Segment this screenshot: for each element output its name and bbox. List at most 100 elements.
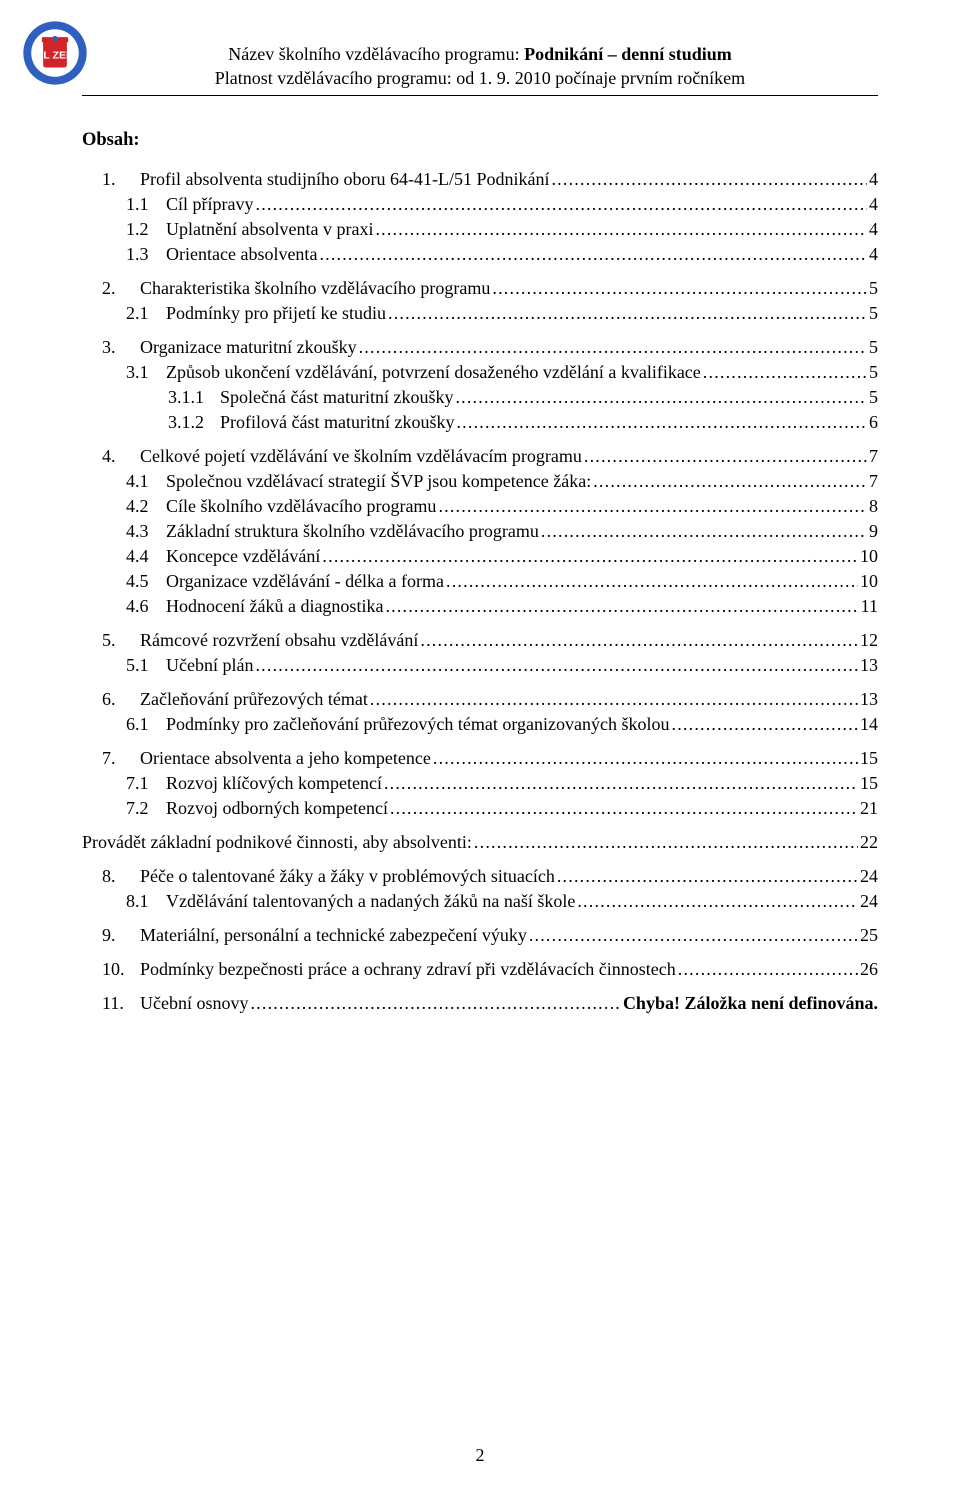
toc-entry: 3.1.2Profilová část maturitní zkoušky 6	[82, 412, 878, 433]
toc-title: Rozvoj klíčových kompetencí	[166, 773, 382, 794]
toc-number: 4.3	[126, 521, 166, 542]
toc-page: Chyba! Záložka není definována.	[621, 993, 878, 1014]
toc-title: Uplatnění absolventa v praxi	[166, 219, 373, 240]
header-line1-prefix: Název školního vzdělávacího programu:	[228, 44, 524, 64]
toc-leader	[472, 832, 858, 853]
toc-title: Společná část maturitní zkoušky	[220, 387, 453, 408]
toc-entry: 8.Péče o talentované žáky a žáky v probl…	[82, 866, 878, 887]
toc-number: 5.	[102, 630, 140, 651]
toc-leader	[527, 925, 858, 946]
toc-entry: 2.Charakteristika školního vzdělávacího …	[82, 278, 878, 299]
toc-entry: 4.5Organizace vzdělávání - délka a forma…	[82, 571, 878, 592]
toc-number: 8.1	[126, 891, 166, 912]
toc-entry: 3.Organizace maturitní zkoušky5	[82, 337, 878, 358]
toc-entry: 11.Učební osnovy Chyba! Záložka není def…	[82, 993, 878, 1014]
toc-number: 4.5	[126, 571, 166, 592]
toc-title: Společnou vzdělávací strategií ŠVP jsou …	[166, 471, 591, 492]
toc-leader	[320, 546, 858, 567]
toc-number: 7.	[102, 748, 140, 769]
toc-page: 12	[858, 630, 878, 651]
toc-title: Provádět základní podnikové činnosti, ab…	[82, 832, 472, 853]
toc-leader	[253, 655, 858, 676]
toc-number: 7.2	[126, 798, 166, 819]
toc-entry: Provádět základní podnikové činnosti, ab…	[82, 832, 878, 853]
toc-leader	[670, 714, 858, 735]
toc-title: Cíle školního vzdělávacího programu	[166, 496, 436, 517]
toc-page: 6	[867, 412, 878, 433]
toc-number: 4.2	[126, 496, 166, 517]
toc-title: Základní struktura školního vzdělávacího…	[166, 521, 539, 542]
toc-title: Koncepce vzdělávání	[166, 546, 320, 567]
header-line1-bold: Podnikání – denní studium	[524, 44, 732, 64]
toc-page: 5	[867, 362, 878, 383]
toc-number: 3.1.2	[168, 412, 220, 433]
toc-number: 7.1	[126, 773, 166, 794]
toc-page: 5	[867, 337, 878, 358]
toc-leader	[386, 303, 867, 324]
toc-leader	[453, 387, 867, 408]
toc-title: Vzdělávání talentovaných a nadaných žáků…	[166, 891, 575, 912]
toc-leader	[555, 866, 858, 887]
toc-leader	[431, 748, 858, 769]
toc-number: 1.3	[126, 244, 166, 265]
toc-entry: 6.Začleňování průřezových témat13	[82, 689, 878, 710]
toc-entry: 5.1Učební plán13	[82, 655, 878, 676]
toc-page: 26	[858, 959, 878, 980]
toc-page: 5	[867, 278, 878, 299]
toc-title: Celkové pojetí vzdělávání ve školním vzd…	[140, 446, 582, 467]
toc-entry: 4.6Hodnocení žáků a diagnostika11	[82, 596, 878, 617]
toc-number: 5.1	[126, 655, 166, 676]
toc-number: 9.	[102, 925, 140, 946]
header-program-name: Název školního vzdělávacího programu: Po…	[82, 42, 878, 66]
toc-entry: 3.1Způsob ukončení vzdělávání, potvrzení…	[82, 362, 878, 383]
toc-entry: 7.2Rozvoj odborných kompetencí 21	[82, 798, 878, 819]
toc-title: Rámcové rozvržení obsahu vzdělávání	[140, 630, 418, 651]
toc-leader	[575, 891, 858, 912]
toc-leader	[317, 244, 867, 265]
toc-title: Orientace absolventa a jeho kompetence	[140, 748, 431, 769]
toc-page: 21	[858, 798, 878, 819]
toc-number: 1.1	[126, 194, 166, 215]
toc-number: 3.1	[126, 362, 166, 383]
toc-title: Materiální, personální a technické zabez…	[140, 925, 527, 946]
toc-leader	[388, 798, 858, 819]
toc-title: Rozvoj odborných kompetencí	[166, 798, 388, 819]
toc-leader	[254, 194, 868, 215]
toc-page: 9	[867, 521, 878, 542]
toc-page: 4	[867, 244, 878, 265]
toc-title: Profilová část maturitní zkoušky	[220, 412, 454, 433]
toc-entry: 6.1Podmínky pro začleňování průřezových …	[82, 714, 878, 735]
toc-number: 11.	[102, 993, 140, 1014]
toc-number: 4.	[102, 446, 140, 467]
toc-number: 3.1.1	[168, 387, 220, 408]
toc-number: 6.	[102, 689, 140, 710]
toc-title: Cíl přípravy	[166, 194, 254, 215]
toc-page: 4	[867, 194, 878, 215]
toc-title: Učební plán	[166, 655, 253, 676]
toc-leader	[549, 169, 867, 190]
toc-number: 1.2	[126, 219, 166, 240]
toc-entry: 1.1Cíl přípravy 4	[82, 194, 878, 215]
toc-leader	[373, 219, 867, 240]
toc-leader	[591, 471, 867, 492]
toc-entry: 4.3Základní struktura školního vzdělávac…	[82, 521, 878, 542]
toc-number: 2.1	[126, 303, 166, 324]
svg-text:PL ZEŇ: PL ZEŇ	[36, 48, 73, 61]
toc-number: 8.	[102, 866, 140, 887]
toc-leader	[418, 630, 858, 651]
toc-number: 6.1	[126, 714, 166, 735]
school-logo: PL ZEŇ	[22, 20, 88, 86]
toc-page: 5	[867, 303, 878, 324]
toc-title: Způsob ukončení vzdělávání, potvrzení do…	[166, 362, 701, 383]
toc-leader	[490, 278, 867, 299]
toc-entry: 9.Materiální, personální a technické zab…	[82, 925, 878, 946]
toc-page: 4	[867, 219, 878, 240]
toc-page: 4	[867, 169, 878, 190]
toc-leader	[539, 521, 867, 542]
toc-entry: 1.Profil absolventa studijního oboru 64-…	[82, 169, 878, 190]
toc-leader	[444, 571, 858, 592]
toc-heading: Obsah:	[82, 130, 878, 151]
toc-error: Chyba! Záložka není definována.	[623, 993, 878, 1013]
toc-page: 7	[867, 471, 878, 492]
toc-leader	[368, 689, 858, 710]
